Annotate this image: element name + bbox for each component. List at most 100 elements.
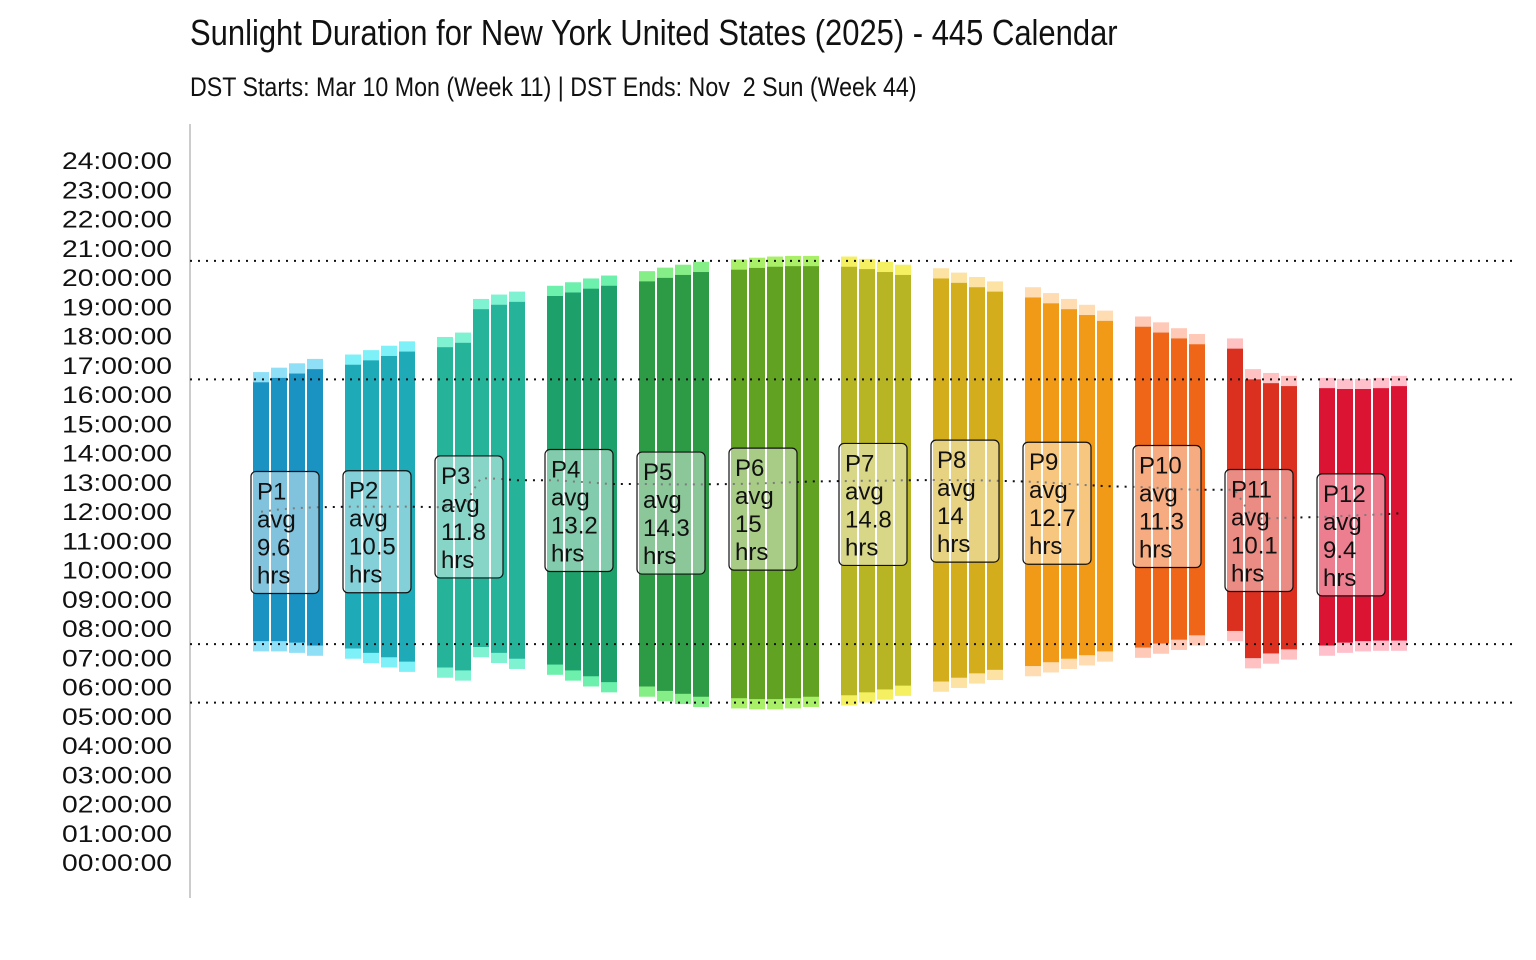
y-tick-label: 14:00:00 — [62, 441, 172, 468]
y-tick-label: 05:00:00 — [62, 704, 172, 731]
y-tick-label: 04:00:00 — [62, 733, 172, 760]
y-tick-label: 20:00:00 — [62, 265, 172, 292]
week-bar — [1171, 338, 1187, 640]
y-tick-label: 01:00:00 — [62, 821, 172, 848]
midday-line — [260, 477, 1400, 520]
week-bar — [271, 377, 287, 642]
period-label-text: 9.4 — [1323, 537, 1356, 564]
period-label-text: hrs — [349, 562, 382, 589]
y-tick-label: 24:00:00 — [62, 148, 172, 175]
period-label-text: hrs — [441, 547, 474, 574]
y-tick-label: 17:00:00 — [62, 353, 172, 380]
period-label-text: hrs — [551, 541, 584, 568]
period-label-text: P6 — [735, 455, 764, 482]
period-label-text: P9 — [1029, 449, 1058, 476]
week-bar — [455, 342, 471, 671]
period-label-text: P1 — [257, 478, 286, 505]
period-label-text: P11 — [1231, 476, 1272, 503]
y-tick-label: 18:00:00 — [62, 324, 172, 351]
period-label-text: hrs — [1323, 565, 1356, 592]
y-tick-label: 08:00:00 — [62, 616, 172, 643]
week-bar — [657, 277, 673, 691]
period-label-box — [1224, 468, 1294, 593]
week-bar — [1025, 297, 1041, 667]
week-bar — [767, 266, 783, 700]
period-label-text: hrs — [643, 543, 676, 570]
week-bar — [1227, 348, 1243, 631]
week-bar — [987, 291, 1003, 670]
period-label-text: hrs — [845, 534, 878, 561]
week-bar — [601, 285, 617, 683]
period-label-text: avg — [1029, 477, 1068, 504]
period-label-text: 13.2 — [551, 513, 598, 540]
period-label-text: avg — [257, 506, 296, 533]
period-label-text: P10 — [1139, 453, 1182, 480]
period-label-text: 14.8 — [845, 506, 892, 533]
period-label-text: 9.6 — [257, 534, 290, 561]
period-label-text: hrs — [257, 562, 290, 589]
period-label-text: P3 — [441, 463, 470, 490]
week-bar — [1337, 389, 1353, 643]
period-label-text: 14 — [937, 503, 964, 530]
y-tick-label: 19:00:00 — [62, 294, 172, 321]
period-label-text: P4 — [551, 457, 580, 484]
week-bar — [859, 269, 875, 693]
period-label-text: hrs — [1139, 537, 1172, 564]
period-label-text: avg — [349, 506, 388, 533]
y-tick-label: 22:00:00 — [62, 207, 172, 234]
chart-subtitle: DST Starts: Mar 10 Mon (Week 11) | DST E… — [190, 72, 917, 102]
period-label-box — [544, 448, 614, 573]
week-bar — [841, 266, 857, 696]
period-label-text: avg — [1139, 481, 1178, 508]
period-label-box — [728, 447, 798, 571]
y-tick-label: 07:00:00 — [62, 645, 172, 672]
period-label-text: 12.7 — [1029, 505, 1076, 532]
period-label-text: avg — [1323, 509, 1362, 536]
y-tick-label: 15:00:00 — [62, 411, 172, 438]
y-tick-label: 11:00:00 — [62, 528, 172, 555]
y-tick-label: 12:00:00 — [62, 499, 172, 526]
week-bar — [895, 274, 911, 686]
period-label-text: hrs — [1029, 533, 1062, 560]
y-tick-label: 02:00:00 — [62, 792, 172, 819]
y-tick-label: 21:00:00 — [62, 236, 172, 263]
week-bar — [803, 266, 819, 697]
y-tick-label: 23:00:00 — [62, 177, 172, 204]
week-bar — [289, 373, 305, 643]
period-label-text: 11.8 — [441, 519, 486, 546]
period-label-box — [342, 470, 412, 594]
period-label-box — [1132, 444, 1202, 569]
week-bar — [1319, 388, 1335, 646]
y-tick-label: 10:00:00 — [62, 558, 172, 585]
period-label-box — [434, 455, 504, 579]
period-label-text: avg — [937, 475, 976, 502]
week-bar — [363, 360, 379, 653]
period-label-text: P5 — [643, 459, 672, 486]
week-bar — [731, 269, 747, 699]
period-label-box — [250, 470, 320, 595]
y-tick-label: 09:00:00 — [62, 587, 172, 614]
period-label-text: hrs — [937, 531, 970, 558]
period-label-text: 11.3 — [1139, 509, 1184, 536]
y-tick-label: 16:00:00 — [62, 382, 172, 409]
period-label-box — [636, 451, 706, 575]
period-label-text: P2 — [349, 478, 378, 505]
period-labels: P1avg9.6hrsP2avg10.5hrsP3avg11.8hrsP4avg… — [250, 439, 1386, 597]
y-tick-label: 06:00:00 — [62, 675, 172, 702]
week-bar — [583, 288, 599, 677]
week-bar — [1153, 332, 1169, 644]
week-bar — [969, 287, 985, 674]
period-label-box — [838, 442, 908, 567]
period-label-text: P8 — [937, 447, 966, 474]
period-label-text: P12 — [1323, 481, 1366, 508]
period-label-box — [1316, 473, 1386, 597]
period-label-text: P7 — [845, 450, 874, 477]
period-label-text: 10.5 — [349, 534, 396, 561]
week-bar — [345, 364, 361, 649]
reference-lines — [190, 259, 1515, 704]
y-tick-label: 13:00:00 — [62, 470, 172, 497]
period-label-box — [930, 439, 1000, 563]
period-label-text: avg — [735, 483, 774, 510]
